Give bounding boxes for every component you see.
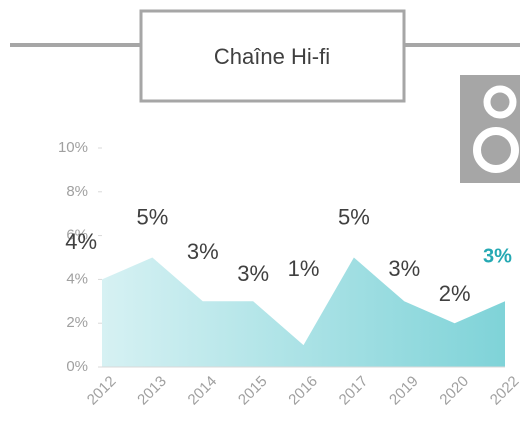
y-tick-label: 10% [58, 139, 88, 156]
title-box [139, 9, 406, 103]
value-label: 1% [288, 256, 320, 281]
x-tick-label: 2017 [336, 373, 372, 409]
y-tick-label: 4% [66, 270, 88, 287]
area [102, 257, 505, 367]
value-label: 2% [439, 281, 471, 306]
value-label: 5% [136, 204, 168, 229]
y-tick-label: 0% [66, 358, 88, 375]
x-tick-label: 2019 [386, 373, 422, 409]
x-tick-label: 2016 [285, 373, 321, 409]
x-tick-label: 2015 [235, 373, 271, 409]
x-tick-label: 2012 [84, 373, 120, 409]
chart-title: Chaîne Hi-fi [214, 44, 330, 69]
value-label: 3% [388, 256, 420, 281]
speaker-icon [460, 75, 520, 183]
value-label: 3% [483, 246, 512, 268]
y-tick-label: 8% [66, 183, 88, 200]
x-tick-label: 2020 [436, 373, 472, 409]
value-label: 5% [338, 204, 370, 229]
y-tick-label: 6% [66, 227, 88, 244]
value-label: 3% [237, 261, 269, 286]
x-tick-label: 2022 [487, 373, 520, 409]
x-tick-label: 2013 [134, 373, 170, 409]
value-label: 4% [65, 229, 97, 254]
y-tick-label: 2% [66, 314, 88, 331]
x-tick-label: 2014 [185, 373, 221, 409]
value-label: 3% [187, 239, 219, 264]
